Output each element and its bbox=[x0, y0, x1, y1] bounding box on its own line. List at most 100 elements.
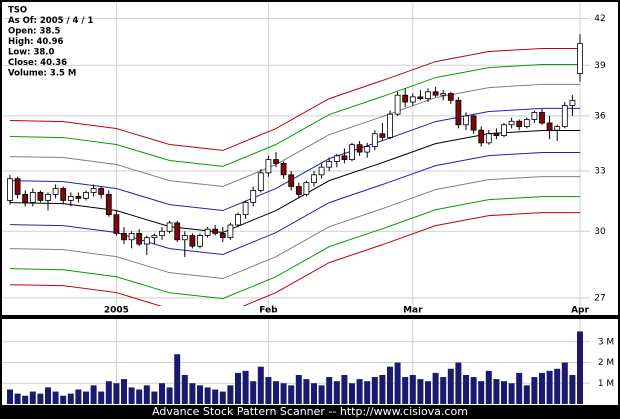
candle-body bbox=[546, 122, 553, 131]
volume-bar bbox=[508, 383, 515, 404]
volume-panel bbox=[2, 319, 618, 405]
volume-bar bbox=[151, 391, 158, 404]
volume-bar bbox=[577, 331, 583, 404]
candle-body bbox=[303, 182, 310, 195]
candle-body bbox=[295, 186, 302, 195]
candle-body bbox=[554, 126, 561, 131]
volume-bar bbox=[242, 370, 249, 404]
volume-bar bbox=[501, 381, 507, 404]
info-line: High: 40.96 bbox=[8, 37, 63, 47]
candle-body bbox=[523, 119, 530, 127]
candle-body bbox=[501, 124, 507, 136]
candle-body bbox=[425, 91, 431, 100]
volume-bar bbox=[425, 381, 431, 404]
volume-bar bbox=[174, 354, 181, 404]
volume-tick-label: 3 M bbox=[598, 337, 614, 347]
volume-bar bbox=[197, 385, 203, 404]
candle-body bbox=[455, 99, 462, 126]
candle-body bbox=[52, 188, 59, 195]
y-tick-label: 36 bbox=[594, 111, 606, 121]
candle-body bbox=[242, 202, 249, 216]
volume-bar bbox=[143, 385, 150, 404]
candle-body bbox=[432, 91, 439, 96]
y-tick-label: 33 bbox=[594, 166, 605, 176]
candle-body bbox=[463, 115, 469, 126]
info-line: Low: 38.0 bbox=[8, 48, 55, 58]
candle-body bbox=[250, 190, 257, 203]
x-tick-label: Mar bbox=[403, 306, 423, 316]
candle-body bbox=[265, 159, 272, 174]
candle-body bbox=[128, 232, 135, 241]
volume-bar bbox=[75, 389, 82, 404]
candle-body bbox=[14, 178, 21, 195]
volume-bar bbox=[478, 381, 485, 404]
candle-body bbox=[394, 94, 401, 115]
candle-body bbox=[83, 192, 89, 199]
volume-bar bbox=[128, 387, 135, 404]
candle-body bbox=[257, 172, 264, 191]
volume-bar bbox=[37, 393, 44, 404]
candle-body bbox=[75, 196, 82, 199]
volume-bar bbox=[288, 385, 295, 404]
x-tick-label: 2005 bbox=[104, 306, 129, 316]
candle-body bbox=[143, 237, 150, 245]
volume-bar bbox=[265, 377, 272, 404]
volume-bar bbox=[14, 393, 21, 404]
volume-bar bbox=[83, 391, 89, 404]
volume-bar bbox=[52, 391, 59, 404]
volume-bar bbox=[371, 377, 378, 404]
candle-body bbox=[151, 235, 158, 239]
y-tick-label: 42 bbox=[594, 14, 605, 24]
candle-body bbox=[311, 174, 317, 183]
volume-bar bbox=[379, 374, 386, 404]
volume-bar bbox=[159, 383, 165, 404]
candle-body bbox=[288, 174, 295, 187]
candle-body bbox=[219, 232, 226, 239]
y-tick-label: 30 bbox=[594, 227, 606, 237]
candle-body bbox=[531, 112, 538, 120]
y-tick-label: 39 bbox=[594, 61, 606, 71]
candle-body bbox=[166, 222, 173, 232]
price-panel bbox=[2, 2, 618, 315]
volume-tick-label: 2 M bbox=[598, 358, 614, 368]
volume-bar bbox=[485, 370, 492, 404]
volume-bar bbox=[333, 381, 340, 404]
candle-body bbox=[561, 105, 568, 127]
volume-bar bbox=[295, 374, 302, 404]
candle-body bbox=[181, 235, 188, 241]
volume-bar bbox=[569, 374, 576, 404]
volume-bar bbox=[546, 370, 553, 404]
volume-bar bbox=[227, 385, 234, 404]
volume-bar bbox=[402, 377, 409, 404]
candle-body bbox=[235, 214, 241, 226]
x-tick-label: Apr bbox=[571, 306, 589, 316]
volume-bar bbox=[98, 391, 105, 404]
info-line: Volume: 3.5 M bbox=[8, 69, 76, 79]
band-line bbox=[9, 196, 580, 300]
candle-body bbox=[356, 144, 363, 153]
volume-bar bbox=[136, 389, 143, 404]
candle-body bbox=[539, 112, 545, 124]
band-line bbox=[9, 212, 580, 306]
candle-body bbox=[364, 146, 371, 153]
volume-bar bbox=[280, 383, 287, 404]
volume-bar bbox=[493, 379, 500, 404]
volume-bar bbox=[90, 385, 97, 404]
candle-body bbox=[280, 162, 287, 176]
volume-bar bbox=[516, 372, 523, 404]
candle-body bbox=[204, 228, 211, 236]
volume-bar bbox=[105, 381, 112, 404]
candle-body bbox=[136, 232, 143, 245]
candle-body bbox=[569, 99, 576, 106]
volume-bar bbox=[29, 391, 36, 404]
candle-body bbox=[98, 188, 105, 195]
candle-body bbox=[113, 214, 120, 234]
candle-body bbox=[121, 232, 127, 241]
volume-bar bbox=[463, 374, 469, 404]
volume-bar bbox=[60, 395, 67, 404]
candle-body bbox=[90, 188, 97, 193]
volume-bar bbox=[561, 362, 568, 404]
candle-body bbox=[341, 155, 348, 160]
